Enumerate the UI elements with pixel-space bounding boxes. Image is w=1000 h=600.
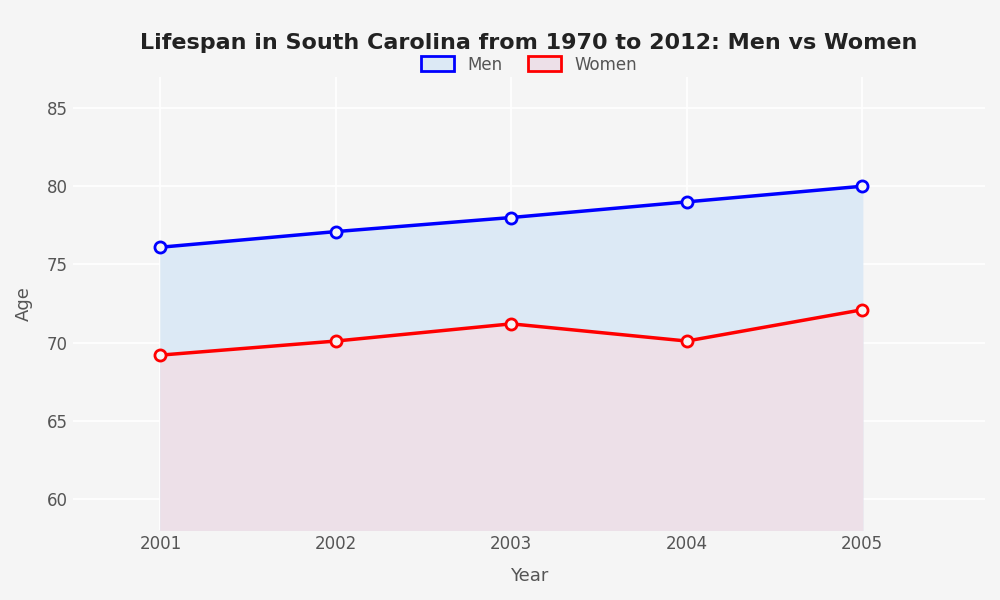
Legend: Men, Women: Men, Women bbox=[414, 49, 644, 80]
Title: Lifespan in South Carolina from 1970 to 2012: Men vs Women: Lifespan in South Carolina from 1970 to … bbox=[140, 33, 918, 53]
X-axis label: Year: Year bbox=[510, 567, 548, 585]
Y-axis label: Age: Age bbox=[15, 286, 33, 321]
